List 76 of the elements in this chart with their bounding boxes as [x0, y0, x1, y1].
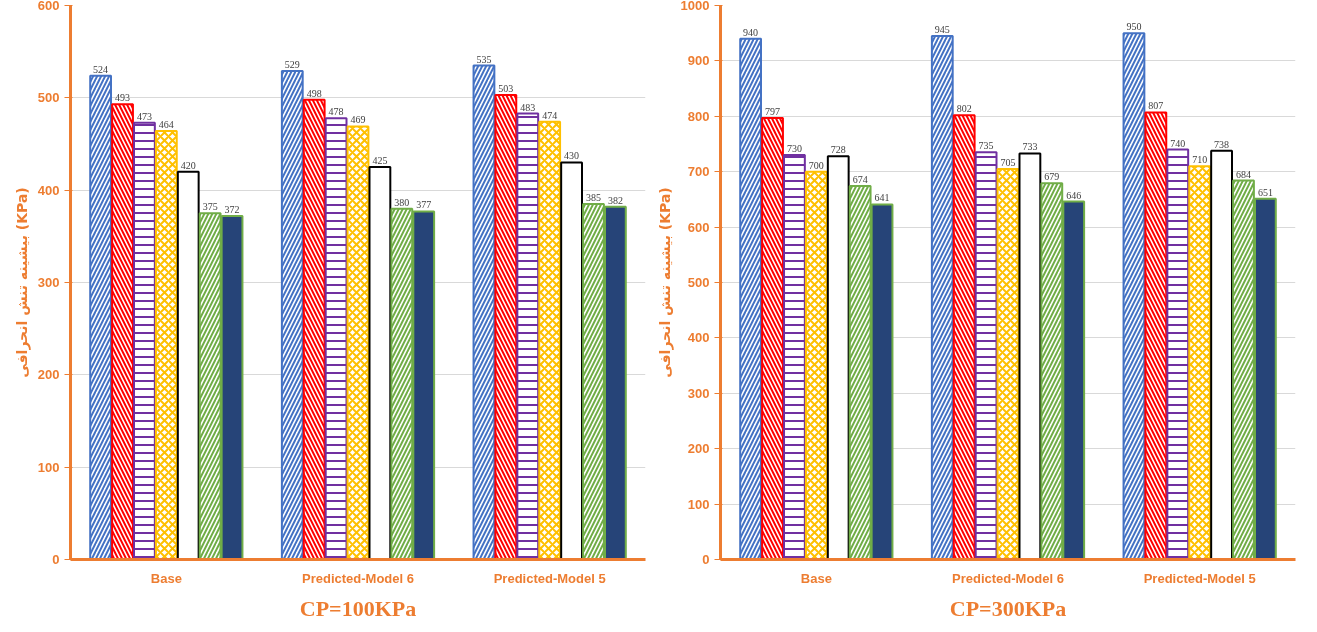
- data-label: 646: [1066, 189, 1082, 201]
- y-axis-title: بیشینه تنش انحرافی (KPa): [13, 187, 31, 378]
- x-tick-label: Predicted-Model 5: [493, 570, 606, 586]
- data-label: 474: [542, 109, 558, 121]
- y-tick-label: 600: [37, 0, 60, 13]
- data-label: 382: [607, 194, 623, 206]
- bar: [826, 155, 850, 560]
- bar: [176, 170, 200, 560]
- y-tick-label: 500: [37, 90, 60, 106]
- y-tick-label: 600: [687, 219, 710, 235]
- x-tick-label: Base: [800, 570, 832, 586]
- text: CP=300KPa: [949, 595, 1067, 621]
- data-label: 375: [202, 201, 218, 213]
- bar: [1018, 152, 1042, 560]
- data-label: 733: [1022, 141, 1038, 153]
- data-label: 420: [180, 159, 196, 171]
- data-label: 940: [743, 26, 759, 38]
- data-label: 425: [372, 155, 388, 167]
- data-label: 524: [93, 63, 109, 75]
- y-tick-label: 700: [687, 164, 710, 180]
- bar: [560, 161, 583, 560]
- y-tick-label: 1000: [680, 0, 710, 13]
- y-axis-title: بیشینه تنش انحرافی (KPa): [656, 187, 674, 378]
- y-tick-label: 100: [37, 459, 60, 475]
- bar: [1210, 149, 1233, 560]
- data-label: 730: [786, 143, 802, 155]
- x-tick-label: Predicted-Model 5: [1143, 570, 1256, 586]
- data-label: 807: [1148, 100, 1164, 112]
- data-label: 377: [416, 199, 432, 211]
- x-tick-label: Predicted-Model 6: [302, 570, 414, 586]
- data-label: 740: [1170, 137, 1186, 149]
- y-tick-label: 200: [37, 367, 60, 383]
- y-tick-label: 200: [687, 441, 710, 457]
- text: CP=100KPa: [299, 595, 417, 621]
- y-tick-label: 300: [37, 275, 60, 290]
- data-label: 464: [158, 119, 174, 131]
- data-label: 469: [350, 114, 366, 126]
- data-label: 945: [934, 23, 950, 35]
- data-label: 372: [224, 204, 240, 216]
- data-label: 380: [394, 196, 410, 208]
- data-label: 950: [1126, 21, 1142, 33]
- data-label: 728: [830, 144, 846, 156]
- y-tick-label: 400: [37, 182, 60, 198]
- data-label: 679: [1044, 171, 1060, 183]
- y-tick-label: 300: [687, 385, 710, 401]
- data-label: 483: [520, 101, 536, 113]
- y-tick-label: 900: [687, 53, 710, 69]
- bar: [368, 166, 392, 560]
- data-label: 430: [564, 150, 580, 162]
- y-tick-label: 100: [687, 496, 710, 512]
- data-label: 735: [978, 140, 994, 152]
- x-tick-label: Base: [150, 570, 182, 586]
- data-label: 705: [1000, 156, 1016, 168]
- data-label: 473: [136, 110, 152, 122]
- data-label: 535: [476, 53, 492, 65]
- data-label: 710: [1192, 154, 1208, 166]
- data-label: 498: [306, 87, 322, 99]
- data-label: 674: [852, 174, 868, 186]
- y-tick-label: 500: [687, 275, 710, 290]
- y-tick-label: 800: [687, 108, 710, 124]
- y-tick-label: 400: [687, 330, 710, 346]
- data-label: 797: [765, 105, 781, 117]
- data-label: 478: [328, 106, 344, 118]
- data-label: 684: [1235, 168, 1251, 180]
- data-label: 641: [874, 192, 890, 204]
- y-tick-label: 0: [702, 552, 710, 567]
- data-label: 802: [956, 103, 972, 115]
- data-label: 503: [498, 83, 514, 95]
- data-label: 385: [585, 192, 601, 204]
- data-label: 738: [1214, 138, 1230, 150]
- data-label: 700: [808, 159, 824, 171]
- x-tick-label: Predicted-Model 6: [952, 570, 1064, 586]
- y-tick-label: 0: [52, 552, 60, 567]
- data-label: 651: [1257, 186, 1273, 198]
- data-label: 529: [284, 59, 300, 71]
- data-label: 493: [115, 92, 131, 104]
